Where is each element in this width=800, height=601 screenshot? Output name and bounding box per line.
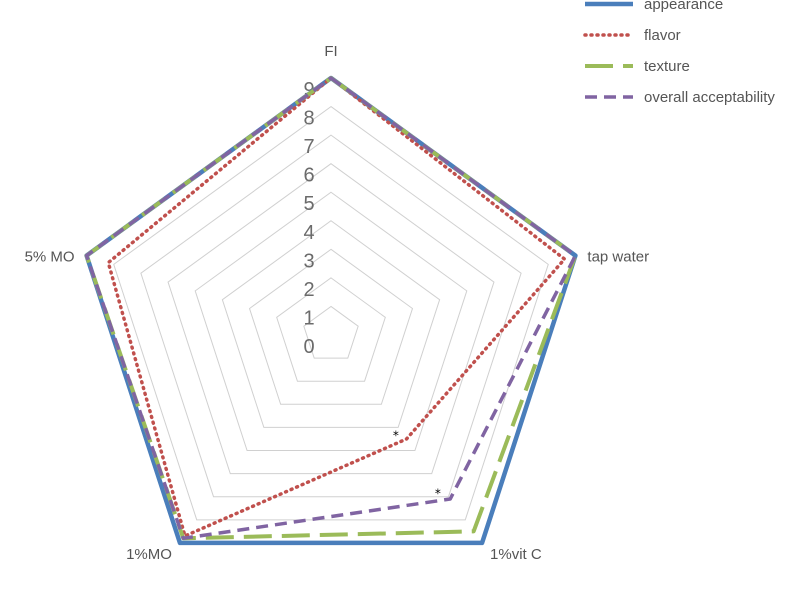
tick-label: 4 (303, 222, 314, 244)
significance-mark: * (393, 429, 399, 443)
tick-label: 1 (303, 307, 314, 329)
tick-label: 9 (303, 79, 314, 101)
radial-tick-labels: 0 1 2 3 4 5 6 7 8 9 (303, 79, 314, 358)
grid-ring-2 (276, 277, 386, 382)
category-label: tap water (587, 249, 649, 266)
grid-ring-8 (113, 105, 549, 521)
series-flavor (106, 76, 567, 538)
legend-label: texture (644, 58, 690, 75)
grid-ring-4 (221, 220, 441, 428)
tick-label: 7 (303, 136, 314, 158)
category-label: 1%MO (126, 546, 172, 563)
legend-label: appearance (644, 0, 723, 13)
tick-label: 2 (303, 279, 314, 301)
tick-label: 3 (303, 250, 314, 272)
legend: appearance flavor texture overall acceptabi… (583, 0, 775, 106)
tick-label: 5 (303, 193, 314, 215)
category-label: FI (324, 43, 337, 60)
significance-mark: * (435, 486, 441, 500)
category-label: 1%vit C (490, 546, 542, 563)
category-label: 5% MO (25, 249, 75, 266)
grid-ring-5 (194, 191, 468, 452)
series-overall-acceptability (84, 76, 578, 541)
category-labels: FI tap water 1%vit C 1%MO 5% MO (25, 43, 650, 563)
grid-ring-1 (303, 305, 359, 359)
annotations: ** (393, 429, 441, 501)
grid-ring-7 (140, 134, 522, 498)
series-lines (84, 75, 578, 546)
legend-label: overall acceptability (644, 89, 775, 106)
legend-label: flavor (644, 27, 681, 44)
tick-label: 8 (303, 108, 314, 130)
grid-ring-3 (248, 248, 414, 405)
tick-label: 0 (303, 336, 314, 358)
tick-label: 6 (303, 165, 314, 187)
